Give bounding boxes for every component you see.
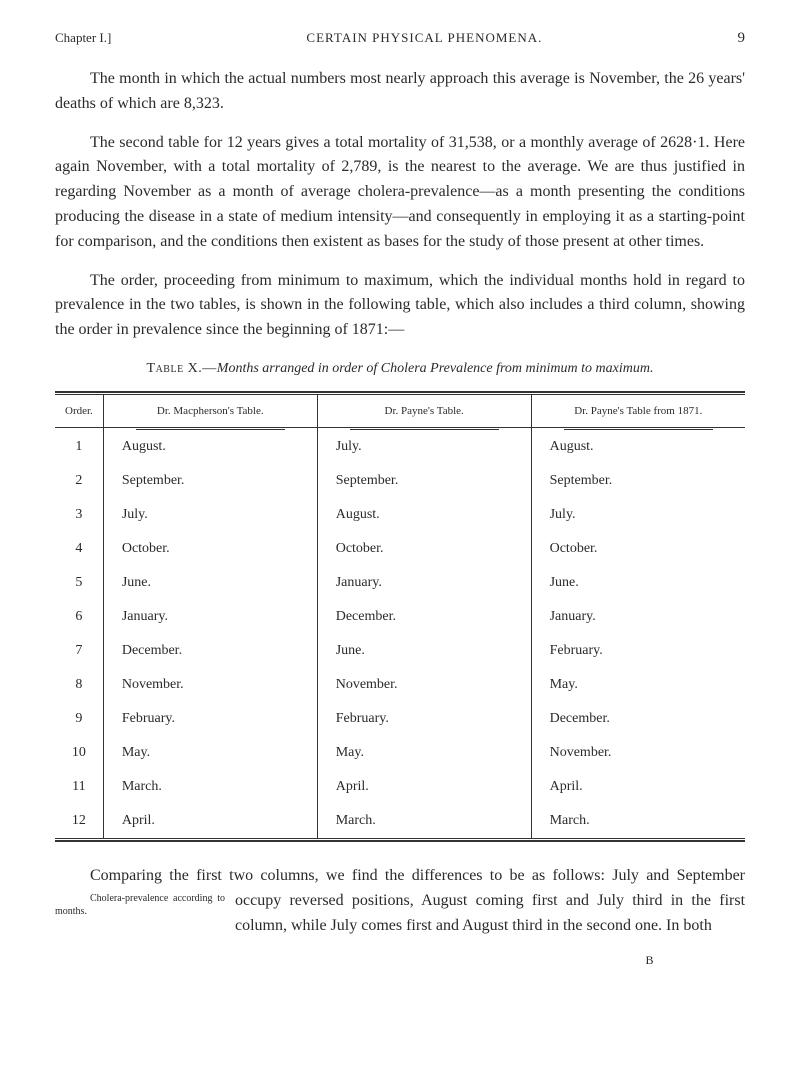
table-cell: October. <box>103 532 317 566</box>
table-caption-prefix: Table X.— <box>147 361 217 376</box>
table-cell: December. <box>531 702 745 736</box>
table-cell: April. <box>103 804 317 838</box>
table-cell-order: 11 <box>55 770 103 804</box>
table-header-order: Order. <box>55 395 103 428</box>
table-cell: January. <box>317 566 531 600</box>
table-row: 3 July. August. July. <box>55 498 745 532</box>
table-cell: April. <box>531 770 745 804</box>
table-cell: March. <box>531 804 745 838</box>
signature-mark: B <box>55 953 745 968</box>
table-row: 11 March. April. April. <box>55 770 745 804</box>
table-cell: September. <box>531 464 745 498</box>
table-cell: September. <box>103 464 317 498</box>
table-cell: December. <box>103 634 317 668</box>
table-row: 7 December. June. February. <box>55 634 745 668</box>
table-cell: February. <box>317 702 531 736</box>
table-header-payne-1871: Dr. Payne's Table from 1871. <box>531 395 745 428</box>
page-header: Chapter I.] CERTAIN PHYSICAL PHENOMENA. … <box>55 30 745 47</box>
table-row: 1 August. July. August. <box>55 430 745 464</box>
table-cell: November. <box>531 736 745 770</box>
table-row: 5 June. January. June. <box>55 566 745 600</box>
table-cell-order: 9 <box>55 702 103 736</box>
table-cell-order: 2 <box>55 464 103 498</box>
paragraph-3: The order, proceeding from minimum to ma… <box>55 269 745 343</box>
table-cell: November. <box>317 668 531 702</box>
table-cell: March. <box>317 804 531 838</box>
data-table: Order. Dr. Macpherson's Table. Dr. Payne… <box>55 395 745 839</box>
table-row: 8 November. November. May. <box>55 668 745 702</box>
table-row: 4 October. October. October. <box>55 532 745 566</box>
table-cell-order: 6 <box>55 600 103 634</box>
table-cell: June. <box>531 566 745 600</box>
table-header-payne: Dr. Payne's Table. <box>317 395 531 428</box>
table-cell-order: 1 <box>55 430 103 464</box>
table-cell: June. <box>103 566 317 600</box>
table-cell: February. <box>531 634 745 668</box>
table-cell: May. <box>103 736 317 770</box>
paragraph-4: Comparing the first two columns, we find… <box>55 864 745 938</box>
table-cell: September. <box>317 464 531 498</box>
table-cell: January. <box>103 600 317 634</box>
table-cell-order: 3 <box>55 498 103 532</box>
table-cell: October. <box>531 532 745 566</box>
table-cell-order: 4 <box>55 532 103 566</box>
table-cell: July. <box>317 430 531 464</box>
table-cell: April. <box>317 770 531 804</box>
table-cell: June. <box>317 634 531 668</box>
table-cell: May. <box>317 736 531 770</box>
table-cell-order: 8 <box>55 668 103 702</box>
table-cell-order: 5 <box>55 566 103 600</box>
table-cell: July. <box>103 498 317 532</box>
page-number: 9 <box>738 30 746 47</box>
table-cell: November. <box>103 668 317 702</box>
table-cell: January. <box>531 600 745 634</box>
chapter-label: Chapter I.] <box>55 30 111 46</box>
table-cell: December. <box>317 600 531 634</box>
table-cell: August. <box>317 498 531 532</box>
table-cell-order: 7 <box>55 634 103 668</box>
table-cell: October. <box>317 532 531 566</box>
page-title: CERTAIN PHYSICAL PHENOMENA. <box>111 30 737 46</box>
table-row: 6 January. December. January. <box>55 600 745 634</box>
table-row: 12 April. March. March. <box>55 804 745 838</box>
table-cell: February. <box>103 702 317 736</box>
table-bottom-rule <box>55 838 745 842</box>
bottom-section: Comparing the first two columns, we find… <box>55 864 745 938</box>
paragraph-1: The month in which the actual numbers mo… <box>55 67 745 117</box>
table-header-macpherson: Dr. Macpherson's Table. <box>103 395 317 428</box>
paragraph-2: The second table for 12 years gives a to… <box>55 131 745 255</box>
margin-note: Cholera-prevalence according to months. <box>55 892 225 918</box>
table-cell-order: 10 <box>55 736 103 770</box>
table-caption: Table X.—Months arranged in order of Cho… <box>55 361 745 377</box>
table-cell: August. <box>531 430 745 464</box>
table-header-row: Order. Dr. Macpherson's Table. Dr. Payne… <box>55 395 745 428</box>
table-cell: July. <box>531 498 745 532</box>
table-row: 10 May. May. November. <box>55 736 745 770</box>
table-row: 2 September. September. September. <box>55 464 745 498</box>
table-cell: August. <box>103 430 317 464</box>
table-cell: March. <box>103 770 317 804</box>
table-row: 9 February. February. December. <box>55 702 745 736</box>
table-caption-text: Months arranged in order of Cholera Prev… <box>217 361 654 376</box>
table-cell: May. <box>531 668 745 702</box>
table-cell-order: 12 <box>55 804 103 838</box>
